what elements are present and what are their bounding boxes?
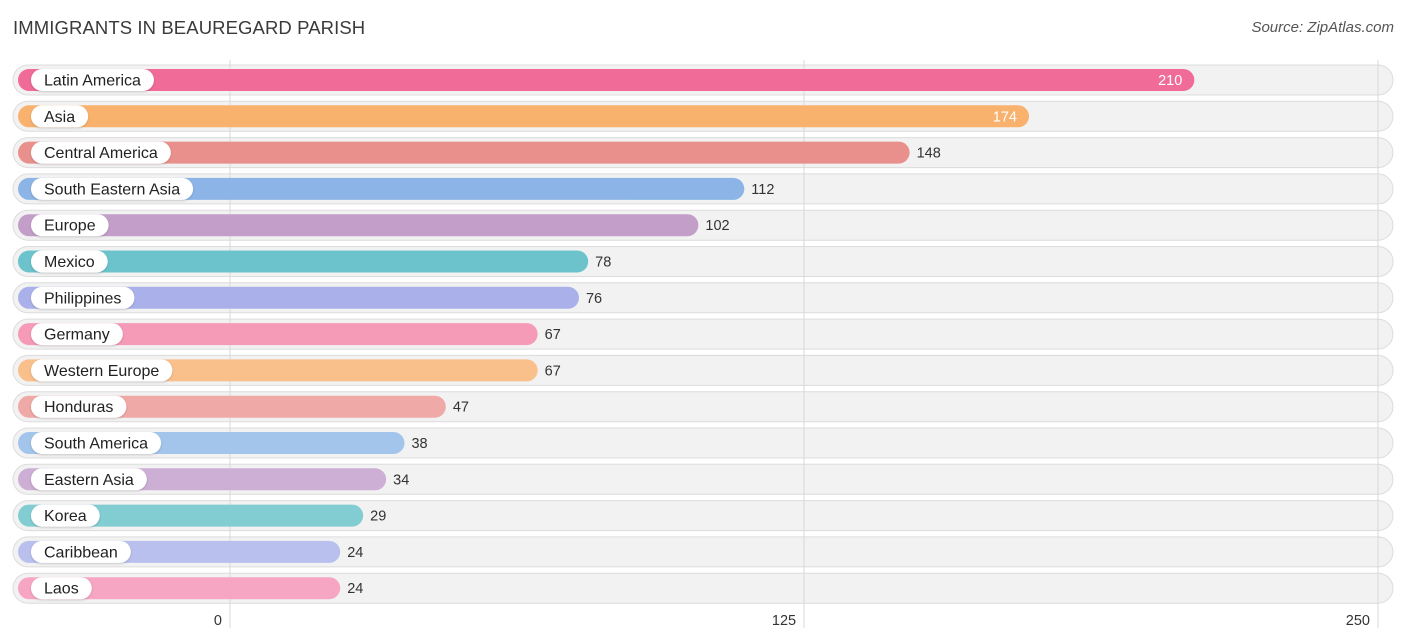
- category-label-pill: [31, 177, 194, 200]
- value-label: 24: [347, 581, 363, 597]
- row-track: [12, 536, 1394, 568]
- bar: [18, 323, 538, 346]
- category-label-pill: [31, 286, 135, 309]
- value-label: 174: [993, 109, 1017, 125]
- category-label-pill: [31, 69, 154, 91]
- category-label: Eastern Asia: [44, 472, 134, 489]
- category-label-pill: [31, 504, 100, 527]
- bar: [18, 395, 446, 418]
- value-label: 78: [595, 255, 611, 271]
- category-label-pill: [31, 540, 131, 563]
- x-tick-label: 0: [214, 613, 222, 629]
- bar: [18, 105, 1030, 128]
- category-label: Korea: [44, 508, 87, 525]
- value-label: 47: [453, 400, 469, 416]
- category-label-pill: [31, 323, 123, 346]
- category-label-pill: [31, 577, 92, 600]
- category-label-pill: [31, 141, 171, 164]
- bar: [18, 177, 745, 200]
- value-label: 210: [1158, 73, 1182, 89]
- category-label: Honduras: [44, 399, 113, 416]
- category-label: Mexico: [44, 254, 95, 271]
- category-label-pill: [31, 359, 173, 382]
- category-label-pill: [31, 214, 109, 237]
- category-label-pill: [31, 395, 127, 418]
- value-label: 112: [751, 182, 774, 198]
- category-label: Germany: [44, 327, 110, 344]
- category-label-pill: [31, 105, 89, 128]
- x-tick-label: 250: [1346, 613, 1370, 629]
- category-label: Asia: [44, 109, 75, 126]
- x-tick-label: 125: [772, 613, 796, 629]
- bar: [18, 214, 699, 237]
- bar: [18, 504, 364, 527]
- category-label: Laos: [44, 581, 79, 598]
- bar: [18, 577, 341, 600]
- bar: [18, 69, 1195, 91]
- value-label: 148: [917, 146, 941, 162]
- category-label: South Eastern Asia: [44, 181, 180, 198]
- value-label: 67: [545, 327, 561, 343]
- category-label: Philippines: [44, 290, 121, 307]
- value-label: 34: [393, 472, 409, 488]
- category-label: Caribbean: [44, 544, 118, 561]
- value-label: 24: [347, 545, 363, 561]
- category-label: Western Europe: [44, 363, 159, 380]
- category-label-pill: [31, 432, 162, 454]
- value-label: 102: [705, 218, 729, 234]
- chart-title: IMMIGRANTS IN BEAUREGARD PARISH: [13, 17, 366, 38]
- bar: [18, 286, 579, 309]
- category-label: Latin America: [44, 73, 141, 90]
- category-label: South America: [44, 436, 148, 453]
- category-label: Europe: [44, 218, 96, 235]
- bar: [18, 141, 910, 164]
- value-label: 38: [411, 436, 427, 452]
- value-label: 76: [586, 291, 602, 307]
- category-label-pill: [31, 468, 147, 491]
- row-track: [12, 572, 1394, 604]
- bar: [18, 250, 589, 273]
- value-label: 67: [545, 363, 561, 379]
- category-label: Central America: [44, 145, 158, 162]
- category-label-pill: [31, 250, 108, 273]
- source-label: Source: ZipAtlas.com: [1251, 19, 1394, 36]
- value-label: 29: [370, 509, 386, 525]
